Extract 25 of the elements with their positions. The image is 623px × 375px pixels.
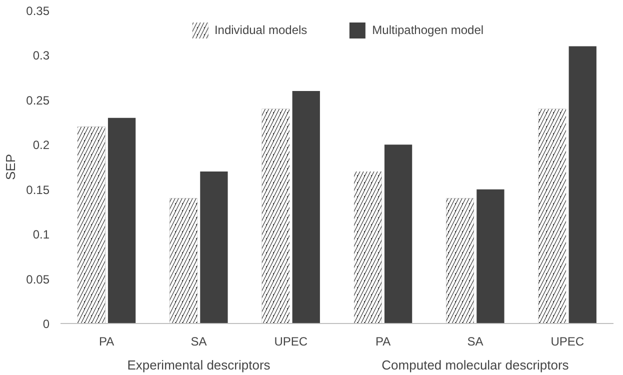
bar (108, 118, 136, 324)
y-tick-label: 0.15 (26, 182, 50, 197)
x-tick-label: UPEC (274, 334, 308, 348)
x-tick-label: SA (190, 334, 207, 348)
bar (568, 46, 596, 324)
y-tick-label: 0.05 (26, 272, 50, 286)
x-tick-label: PA (99, 334, 114, 348)
legend-label: Multipathogen model (372, 23, 484, 37)
legend-label: Individual models (214, 23, 308, 37)
y-tick-label: 0 (42, 317, 50, 331)
y-axis-title: SEP (3, 154, 18, 180)
bar (384, 144, 412, 324)
y-tick-label: 0.25 (26, 93, 50, 108)
x-tick-label: PA (376, 334, 391, 348)
bar (292, 90, 320, 324)
y-tick-label: 0.2 (32, 138, 50, 152)
text: Experimental descriptors (127, 358, 271, 372)
y-tick-label: 0.3 (32, 48, 50, 63)
y-tick-label: 0.35 (26, 4, 50, 18)
y-tick-label: 0.1 (32, 228, 50, 242)
bar (200, 171, 228, 324)
bar (476, 189, 504, 324)
x-tick-label: SA (467, 334, 484, 348)
text: Computed molecular descriptors (382, 358, 570, 372)
x-tick-label: UPEC (550, 334, 584, 348)
